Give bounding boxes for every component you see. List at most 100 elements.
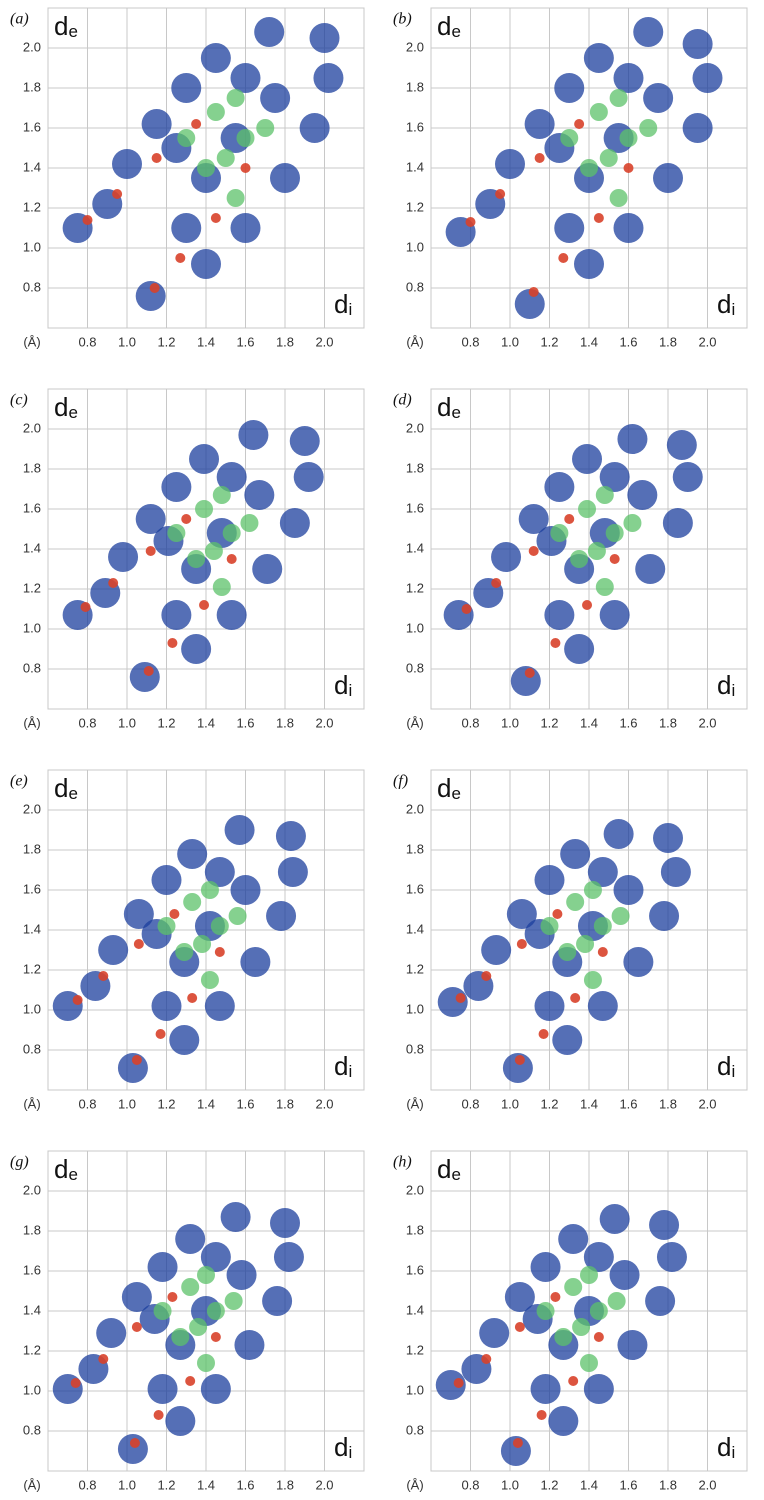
y-axis-label-main: d <box>437 11 451 41</box>
data-point <box>518 504 549 534</box>
y-tick-label: 0.8 <box>23 660 41 675</box>
y-tick-label: 0.8 <box>406 660 424 675</box>
y-axis-label-main: d <box>437 773 451 803</box>
data-point <box>262 1286 293 1316</box>
y-tick-label: 1.6 <box>406 1262 424 1277</box>
y-axis-label-sub: e <box>68 784 77 803</box>
data-point <box>597 947 608 957</box>
data-point <box>240 947 271 977</box>
y-axis-label: de <box>54 11 78 42</box>
y-tick-label: 1.0 <box>406 239 424 254</box>
data-point <box>593 1332 604 1342</box>
data-point <box>550 638 561 648</box>
data-point <box>157 917 176 935</box>
x-tick-label: 1.4 <box>580 1096 598 1111</box>
data-point <box>528 287 539 297</box>
data-point <box>175 943 194 961</box>
data-point <box>200 971 219 989</box>
y-tick-label: 1.8 <box>406 79 424 94</box>
data-point <box>147 1252 178 1282</box>
data-point <box>536 1302 555 1320</box>
y-tick-label: 2.0 <box>406 1182 424 1197</box>
data-point <box>169 909 180 919</box>
data-point <box>605 524 624 542</box>
x-tick-label: 1.4 <box>197 715 215 730</box>
data-point <box>275 821 306 851</box>
data-point <box>151 153 162 163</box>
x-axis-label-main: d <box>334 670 348 700</box>
y-axis-label: de <box>437 392 461 423</box>
data-point <box>619 129 638 147</box>
data-point <box>226 554 237 564</box>
y-tick-label: 1.6 <box>23 1262 41 1277</box>
data-point <box>617 1330 648 1360</box>
x-tick-label: 0.8 <box>78 334 96 349</box>
data-point <box>609 89 628 107</box>
data-point <box>214 947 225 957</box>
y-axis-label-sub: e <box>68 22 77 41</box>
data-point <box>649 901 680 931</box>
x-axis-label-sub: i <box>348 300 352 319</box>
data-point <box>672 462 703 492</box>
data-point <box>131 1055 142 1065</box>
x-tick-label: 1.4 <box>197 1477 215 1492</box>
data-point <box>609 189 628 207</box>
data-point <box>226 189 245 207</box>
data-point <box>560 129 579 147</box>
y-tick-label: 1.2 <box>406 961 424 976</box>
data-point <box>587 991 618 1021</box>
data-point <box>279 508 310 538</box>
data-point <box>299 113 330 143</box>
x-axis-label-main: d <box>717 1432 731 1462</box>
data-point <box>293 462 324 492</box>
y-tick-label: 2.0 <box>406 420 424 435</box>
x-tick-label: 1.2 <box>157 1477 175 1492</box>
data-point <box>692 63 723 93</box>
data-point <box>583 1242 614 1272</box>
x-tick-label: 1.0 <box>118 1477 136 1492</box>
data-point <box>145 546 156 556</box>
data-point <box>643 83 674 113</box>
y-tick-label: 2.0 <box>23 420 41 435</box>
data-point <box>72 995 83 1005</box>
x-axis-label-main: d <box>334 1432 348 1462</box>
data-point <box>175 1224 206 1254</box>
data-point <box>147 1374 178 1404</box>
data-point <box>623 514 642 532</box>
x-tick-label: 2.0 <box>315 334 333 349</box>
data-point <box>98 971 109 981</box>
y-axis-label: de <box>437 11 461 42</box>
data-point <box>603 819 634 849</box>
unit-label: (Å) <box>406 1096 423 1111</box>
data-point <box>200 881 219 899</box>
y-tick-label: 1.4 <box>23 921 41 936</box>
panel: 0.8 1.0 1.2 1.4 1.6 1.8 2.0 0.8 1.0 1.2 1.4 1.6 1.8 2… <box>393 1150 748 1492</box>
data-point <box>589 1302 608 1320</box>
data-point <box>175 253 186 263</box>
data-point <box>204 857 235 887</box>
data-point <box>169 1025 200 1055</box>
data-point <box>121 1282 152 1312</box>
y-tick-label: 0.8 <box>23 1041 41 1056</box>
data-point <box>220 1202 251 1232</box>
y-tick-label: 1.8 <box>23 460 41 475</box>
data-point <box>653 823 683 853</box>
x-tick-label: 1.6 <box>236 715 254 730</box>
data-point <box>216 149 235 167</box>
y-tick-label: 1.2 <box>23 961 41 976</box>
data-point <box>540 917 559 935</box>
panel: 0.8 1.0 1.2 1.4 1.6 1.8 2.0 0.8 1.0 1.2 1.4 1.6 1.8 2… <box>10 769 365 1111</box>
x-tick-label: 1.0 <box>118 334 136 349</box>
x-tick-label: 1.0 <box>501 334 519 349</box>
unit-label: (Å) <box>23 1477 40 1492</box>
y-tick-label: 2.0 <box>406 801 424 816</box>
data-point <box>481 1354 492 1364</box>
data-point <box>528 546 539 556</box>
y-tick-label: 1.2 <box>23 199 41 214</box>
data-point <box>455 993 466 1003</box>
data-point <box>554 213 585 243</box>
data-point <box>666 430 697 460</box>
x-tick-label: 1.0 <box>501 1477 519 1492</box>
y-tick-label: 1.8 <box>23 79 41 94</box>
data-point <box>613 213 644 243</box>
